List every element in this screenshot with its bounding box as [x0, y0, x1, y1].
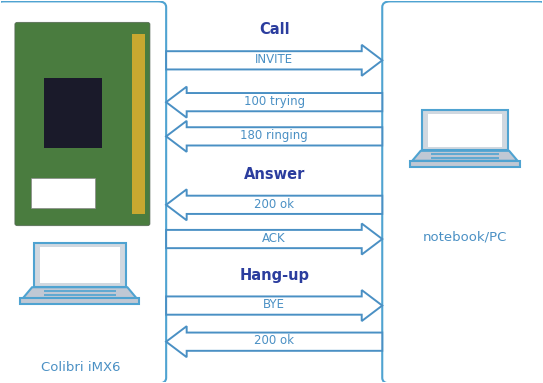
Polygon shape	[23, 287, 136, 298]
Bar	[428, 114, 502, 147]
Bar	[40, 247, 119, 283]
Text: Call: Call	[259, 23, 289, 38]
Bar	[132, 34, 144, 214]
Text: Answer: Answer	[243, 167, 305, 182]
Text: Colibri iMX6: Colibri iMX6	[41, 361, 121, 374]
Polygon shape	[166, 290, 382, 321]
Polygon shape	[166, 189, 382, 220]
Text: 200 ok: 200 ok	[254, 334, 294, 347]
FancyBboxPatch shape	[15, 22, 150, 226]
Bar	[20, 298, 140, 304]
Text: 100 trying: 100 trying	[244, 95, 305, 108]
FancyBboxPatch shape	[422, 110, 508, 151]
Text: INVITE: INVITE	[255, 53, 293, 66]
Polygon shape	[412, 151, 517, 161]
FancyBboxPatch shape	[34, 243, 125, 287]
Polygon shape	[166, 45, 382, 76]
Bar	[409, 161, 520, 167]
Text: Hang-up: Hang-up	[239, 268, 309, 283]
Text: 200 ok: 200 ok	[254, 198, 294, 211]
Text: BYE: BYE	[263, 298, 285, 311]
Text: ACK: ACK	[262, 232, 286, 245]
Polygon shape	[166, 224, 382, 255]
Polygon shape	[166, 121, 382, 152]
FancyBboxPatch shape	[0, 2, 166, 383]
Text: 180 ringing: 180 ringing	[241, 129, 308, 142]
Polygon shape	[166, 87, 382, 118]
Polygon shape	[166, 326, 382, 357]
Bar	[30, 178, 96, 208]
Bar	[43, 78, 102, 148]
FancyBboxPatch shape	[382, 2, 543, 383]
Text: notebook/PC: notebook/PC	[422, 231, 507, 244]
